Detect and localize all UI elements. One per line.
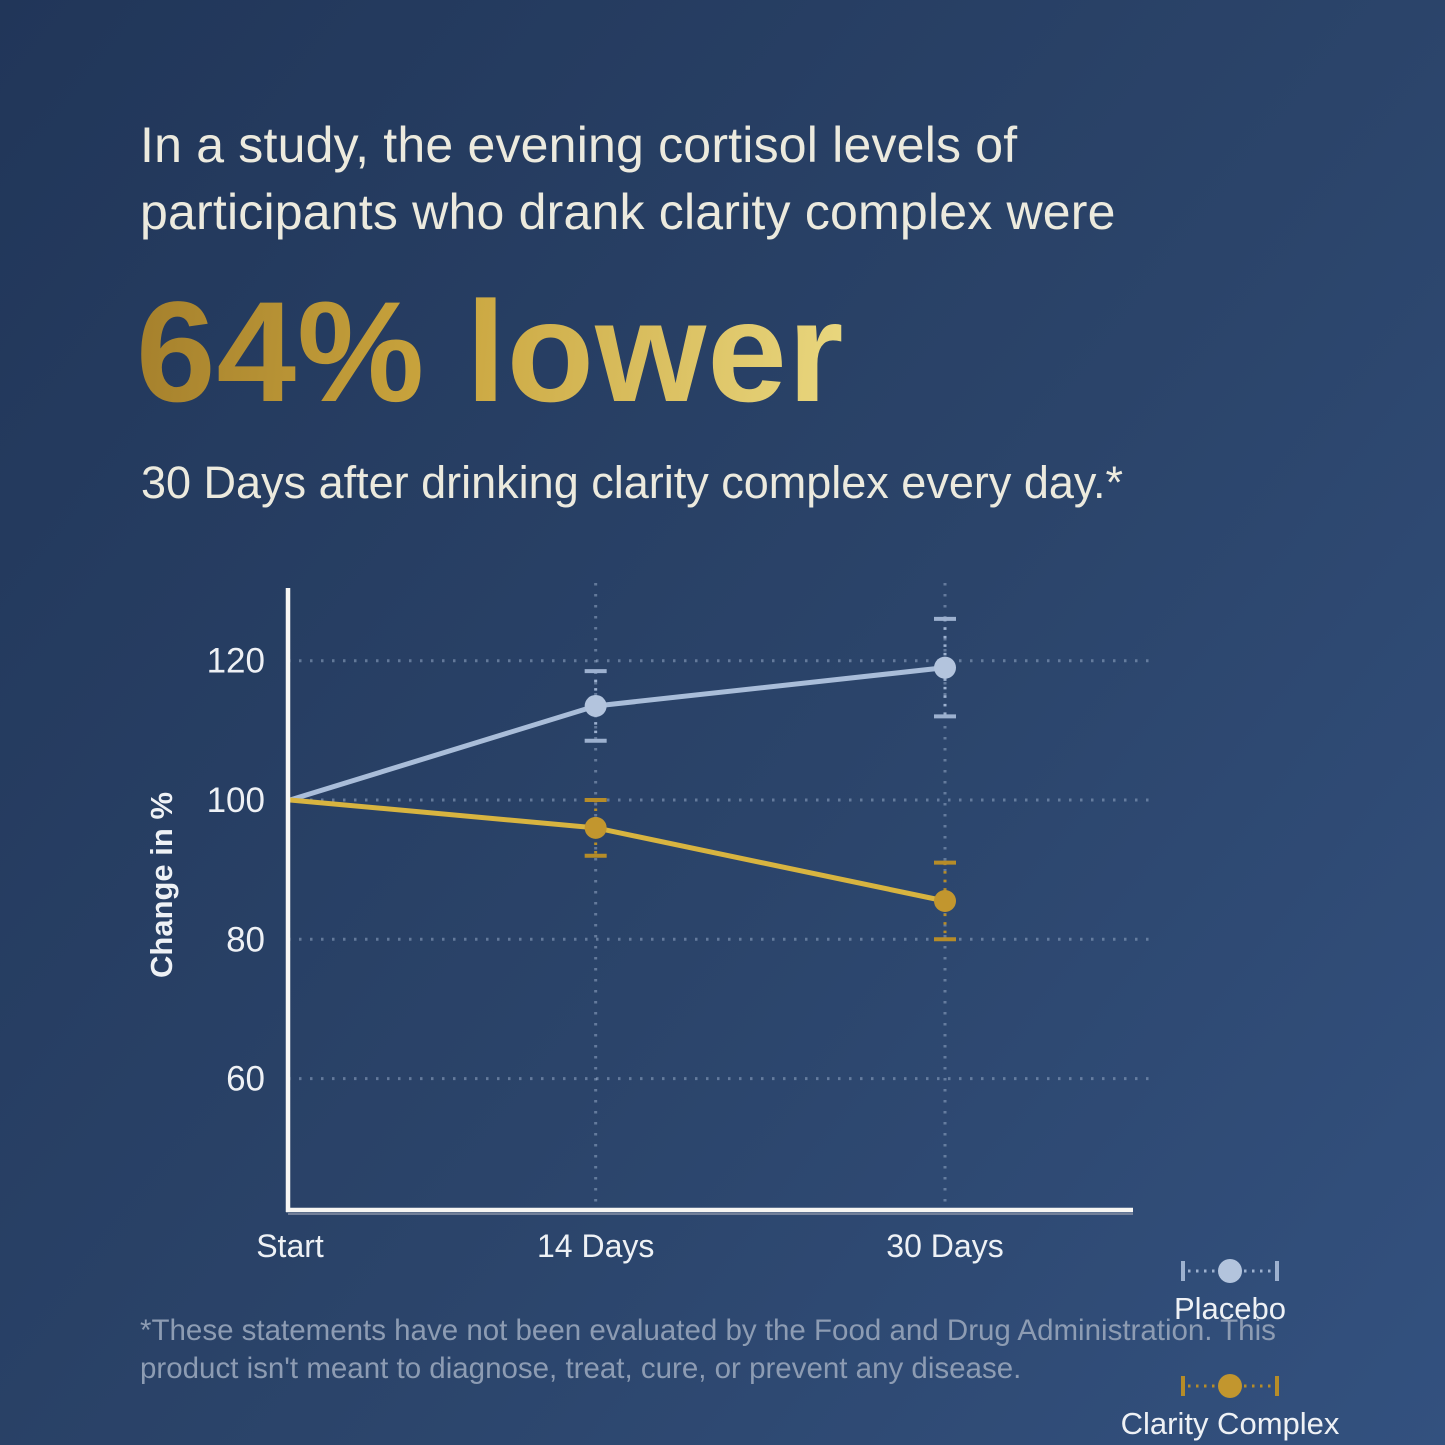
disclaimer: *These statements have not been evaluate… <box>140 1312 1410 1387</box>
y-tick-label: 120 <box>207 642 265 681</box>
placebo-line <box>287 665 948 803</box>
clarity-complex-errorbar-icon <box>1181 1373 1279 1398</box>
legend-item-placebo: Placebo <box>1174 1258 1286 1327</box>
x-tick-label: Start <box>256 1228 324 1264</box>
chart-legend: Placebo Clarity Complex <box>1100 1258 1360 1441</box>
subheadline: 30 Days after drinking clarity complex e… <box>141 457 1124 508</box>
legend-item-clarity-complex: Clarity Complex <box>1120 1373 1340 1442</box>
legend-label-placebo: Placebo <box>1173 1291 1287 1326</box>
placebo-marker <box>584 694 607 717</box>
headline: In a study, the evening cortisol levels … <box>140 112 1320 246</box>
disclaimer-line-2: product isn't meant to diagnose, treat, … <box>140 1351 1022 1385</box>
placebo-marker <box>934 656 956 679</box>
headline-line-2: participants who drank clarity complex w… <box>140 184 1116 240</box>
x-tick-label: 30 Days <box>886 1228 1003 1264</box>
y-tick-label: 80 <box>226 920 265 959</box>
stat-highlight: 64% lower <box>136 273 845 432</box>
legend-label-clarity-complex: Clarity Complex <box>1120 1405 1340 1441</box>
x-tick-label: 14 Days <box>537 1228 654 1264</box>
clarity-complex-line <box>287 797 948 904</box>
disclaimer-line-1: *These statements have not been evaluate… <box>140 1314 1276 1347</box>
y-tick-label: 60 <box>226 1060 265 1099</box>
clarity-complex-marker <box>934 889 956 912</box>
y-tick-label: 100 <box>207 781 265 820</box>
clarity-complex-marker <box>584 816 607 839</box>
cortisol-change-chart: 60 80 100 120 Start 14 Days 30 Days Change in %… <box>0 555 1445 1441</box>
placebo-errorbar-icon <box>1181 1259 1279 1283</box>
line-chart-canvas: 60 80 100 120 Start 14 Days 30 Days Change in % <box>144 583 1150 1264</box>
headline-line-1: In a study, the evening cortisol levels … <box>140 117 1018 173</box>
y-axis-title: Change in % <box>144 792 179 978</box>
